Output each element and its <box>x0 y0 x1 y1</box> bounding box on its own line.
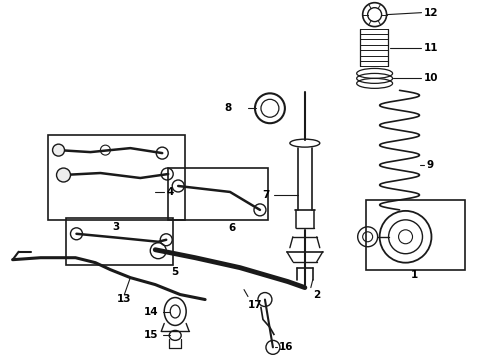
Text: 2: 2 <box>313 289 320 300</box>
Text: 5: 5 <box>172 267 179 276</box>
Text: 9: 9 <box>426 160 434 170</box>
Text: 16: 16 <box>279 342 294 352</box>
Text: 15: 15 <box>144 330 158 341</box>
Bar <box>168 168 268 220</box>
Text: 4: 4 <box>166 187 173 197</box>
Text: 17: 17 <box>248 300 263 310</box>
Text: 7: 7 <box>263 190 270 200</box>
Bar <box>48 135 185 220</box>
Bar <box>366 200 466 270</box>
Text: 1: 1 <box>411 270 418 280</box>
Text: 10: 10 <box>423 73 438 84</box>
Text: 14: 14 <box>144 307 158 318</box>
Bar <box>66 218 173 265</box>
Text: 3: 3 <box>113 222 120 232</box>
Text: 12: 12 <box>423 8 438 18</box>
Circle shape <box>52 144 65 156</box>
Text: 11: 11 <box>423 42 438 53</box>
Circle shape <box>56 168 71 182</box>
Text: 6: 6 <box>228 223 236 233</box>
Text: 13: 13 <box>116 293 131 303</box>
Text: 8: 8 <box>225 103 232 113</box>
